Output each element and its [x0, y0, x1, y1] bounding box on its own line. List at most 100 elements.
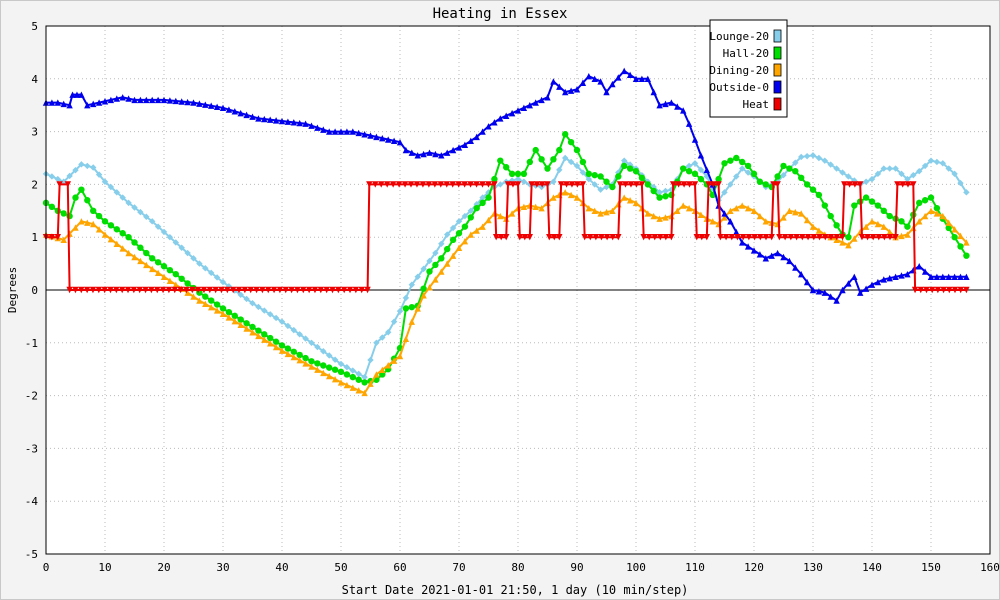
data-point: [751, 234, 758, 241]
data-point: [787, 234, 795, 241]
data-point: [733, 173, 740, 180]
data-point: [255, 115, 262, 122]
data-point: [875, 234, 882, 241]
data-point: [364, 286, 371, 294]
legend-label: Outside-0: [709, 81, 769, 94]
data-point: [95, 171, 103, 178]
data-point: [290, 326, 297, 334]
data-point: [597, 186, 604, 193]
data-point: [66, 172, 73, 180]
data-point: [224, 286, 231, 294]
data-point: [337, 360, 345, 368]
data-point: [148, 286, 155, 294]
data-point: [810, 234, 818, 241]
data-point: [579, 79, 587, 86]
data-point: [963, 252, 970, 259]
data-point: [934, 286, 942, 294]
data-point: [632, 168, 640, 175]
data-point: [296, 357, 303, 364]
data-point: [449, 236, 457, 244]
data-point: [874, 170, 882, 178]
data-point: [892, 165, 899, 172]
data-point: [809, 152, 817, 159]
data-point: [839, 286, 846, 294]
data-point: [414, 305, 421, 312]
data-point: [927, 273, 935, 280]
data-point: [816, 234, 823, 241]
data-point: [497, 181, 504, 188]
data-point: [308, 122, 315, 129]
data-point: [894, 181, 901, 188]
data-point: [467, 207, 474, 214]
data-point: [917, 286, 924, 294]
x-tick-label: 120: [744, 561, 764, 574]
data-point: [438, 152, 445, 159]
data-point: [845, 234, 852, 241]
data-point: [438, 240, 445, 247]
data-point: [383, 181, 391, 188]
data-point: [349, 367, 356, 374]
data-point: [136, 286, 143, 294]
data-point: [101, 231, 109, 238]
data-point: [449, 224, 457, 232]
data-point: [798, 174, 805, 181]
data-point: [585, 170, 592, 178]
legend-swatch: [773, 46, 782, 60]
data-point: [550, 194, 557, 201]
data-point: [296, 119, 303, 127]
legend-label: Heat: [743, 98, 770, 111]
data-point: [101, 178, 109, 185]
data-point: [626, 165, 634, 172]
data-point: [48, 173, 56, 180]
legend-swatch: [773, 29, 782, 43]
data-point: [514, 175, 522, 183]
data-point: [90, 207, 97, 214]
data-point: [685, 162, 693, 170]
legend-swatch: [773, 97, 782, 111]
data-point: [48, 99, 56, 106]
data-point: [69, 91, 76, 98]
data-point: [744, 243, 752, 250]
data-point: [591, 171, 598, 179]
data-point: [107, 286, 114, 294]
data-point: [414, 273, 421, 280]
data-point: [833, 234, 840, 241]
data-point: [781, 234, 789, 241]
data-point: [373, 133, 380, 141]
data-point: [284, 345, 292, 352]
data-point: [526, 158, 533, 166]
y-tick-label: 0: [31, 284, 38, 297]
data-point: [567, 158, 575, 166]
data-point: [66, 102, 73, 109]
data-point: [346, 286, 354, 294]
data-point: [72, 194, 79, 201]
x-tick-label: 160: [980, 561, 1000, 574]
data-point: [294, 286, 301, 294]
data-point: [799, 234, 806, 241]
data-point: [107, 235, 115, 243]
data-point: [331, 376, 339, 383]
data-point: [396, 138, 404, 146]
y-axis-label: Degrees: [6, 267, 19, 313]
data-point: [78, 286, 85, 294]
data-point: [862, 178, 870, 185]
data-point: [402, 146, 410, 154]
data-point: [839, 239, 846, 246]
data-point: [603, 183, 610, 191]
data-point: [54, 99, 61, 106]
data-point: [212, 286, 219, 294]
data-point: [142, 286, 149, 294]
data-point: [54, 234, 61, 241]
data-point: [154, 269, 162, 277]
data-point: [172, 239, 179, 246]
data-point: [822, 234, 829, 241]
data-point: [821, 202, 828, 209]
y-tick-label: -2: [25, 390, 38, 403]
data-point: [750, 170, 758, 178]
data-point: [621, 67, 628, 75]
data-point: [288, 286, 295, 294]
data-point: [680, 107, 687, 114]
data-point: [255, 332, 262, 340]
data-point: [776, 234, 783, 241]
data-point: [314, 366, 321, 373]
